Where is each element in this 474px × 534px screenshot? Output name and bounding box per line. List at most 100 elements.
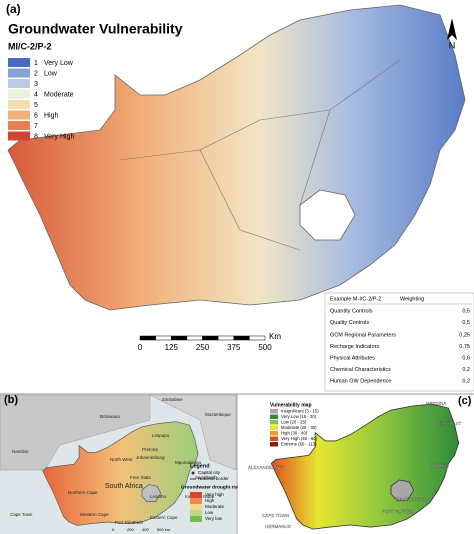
legend-swatch: [270, 431, 278, 436]
table-cell: 0,5: [462, 308, 470, 314]
place-label: Zimbabwe: [162, 397, 183, 402]
legend-label: High: [44, 112, 59, 119]
panel-label: (b): [4, 394, 18, 406]
place-label: Eastern Cape: [150, 515, 178, 520]
table-cell: Recharge Indicators: [330, 344, 379, 350]
place-label: DURBAN: [430, 463, 449, 468]
table-header: Example M-I/C-2/P-2: [330, 296, 381, 302]
place-label: Northern Cape: [68, 490, 98, 495]
legend-number: 1: [34, 60, 38, 67]
legend-title: Legend: [190, 463, 210, 469]
scale-segment: [217, 335, 234, 341]
place-label: Mozambique: [205, 412, 231, 417]
place-label: Western Cape: [80, 512, 109, 517]
legend-label: Very High (40 - 60): [281, 436, 318, 441]
table-cell: 0,75: [459, 344, 470, 350]
north-label: N: [449, 40, 456, 50]
subtitle: MI/C-2/P-2: [8, 41, 52, 51]
capital-symbol: [191, 471, 195, 475]
legend-label: Low: [44, 70, 58, 77]
place-labels: Namibia Botswana Zimbabwe Mozambique Limpopo…: [10, 397, 231, 525]
place-label: NELSPRUIT: [436, 421, 462, 426]
legend-title: Groundwater drought risk: [181, 484, 240, 490]
scale-tick: 400: [142, 527, 149, 532]
legend-label: Very Low: [44, 60, 74, 67]
scale-tick: 200: [127, 527, 134, 532]
legend-swatch: [190, 510, 202, 516]
legend-swatch: [190, 516, 202, 522]
place-label: Free State: [130, 475, 152, 480]
scale-tick: 250: [196, 343, 210, 352]
legend-label: Very High: [44, 133, 74, 140]
table-cell: Human GW Dependence: [330, 378, 391, 384]
scale-segment: [171, 335, 188, 341]
legend-number: 6: [34, 112, 38, 119]
scale-unit: Km: [269, 332, 281, 341]
weight-table: [324, 292, 474, 392]
table-cell: Quality Controls: [330, 320, 369, 326]
scale-segment: [186, 335, 203, 341]
legend-swatch: [190, 504, 202, 510]
table-cell: 0,2: [462, 378, 470, 384]
table: Example M-I/C-2/P-2 Weighting Quantity Con…: [327, 296, 472, 384]
legend: 1 Very Low 2 Low 3 4 Moderate 5 6 High 7 8 Very High: [8, 58, 74, 141]
table-cell: 0,5: [462, 320, 470, 326]
panel-b: (b) Namibia Botswana Zimbabwe Mozambique Lim…: [0, 394, 240, 534]
scale-segment: [139, 335, 156, 341]
place-label: Swaziland: [195, 475, 216, 480]
legend-label: Capital city: [198, 470, 221, 475]
panel-label: (a): [6, 2, 21, 16]
scale-bar: 0 125 250 375 500 Km: [138, 332, 282, 352]
legend-swatch: [8, 121, 30, 130]
legend-swatch: [190, 492, 202, 498]
legend-swatch: [270, 442, 278, 447]
scale-segment: [249, 335, 266, 341]
title: Groundwater Vulnerability: [8, 21, 183, 37]
scale-tick: 375: [227, 343, 241, 352]
legend-swatch: [8, 110, 30, 120]
north-arrow: [447, 18, 457, 40]
province-borders: [119, 59, 401, 251]
place-label: Lesotho: [150, 494, 167, 499]
legend-number: 7: [34, 123, 38, 130]
place-label: Mpumalanga: [175, 460, 202, 465]
place-label: Pretoria: [142, 447, 158, 452]
table-cell: Chemical Characteristics: [330, 367, 391, 373]
scale-tick: 500: [258, 343, 272, 352]
table-cell: Physical Attributes: [330, 355, 375, 361]
scale-tick: 0: [138, 343, 143, 352]
table-cell: GCM Regional Parameters: [330, 332, 396, 338]
legend-label: Very high: [205, 492, 224, 497]
legend-swatch: [8, 79, 30, 88]
place-label: CAPE TOWN: [262, 513, 289, 518]
legend-swatch: [8, 131, 30, 141]
legend-label: Moderate: [44, 91, 74, 98]
legend-swatch: [270, 436, 278, 441]
legend-swatch: [270, 409, 278, 414]
scale-tick: 600 km: [157, 527, 171, 532]
table-cell: Quantity Controls: [330, 308, 373, 314]
legend-swatch: [8, 68, 30, 78]
place-label: Cape Town: [10, 512, 33, 517]
scale-segment: [155, 335, 172, 341]
place-label: HERMANUS: [265, 524, 291, 529]
table-cell: 0,25: [459, 332, 470, 338]
place-label: ALEXANDER BAY: [248, 465, 285, 470]
legend-number: 2: [34, 70, 38, 77]
legend-label: Very low: [205, 516, 223, 521]
legend-number: 5: [34, 102, 38, 109]
place-label: Johannesburg: [136, 455, 165, 460]
legend-number: 4: [34, 91, 38, 98]
legend-swatch: [8, 100, 30, 109]
legend-label: Extreme (60 - 113): [281, 442, 317, 447]
legend-label: High (30 - 40): [281, 431, 308, 436]
place-label: EAST LONDON: [396, 497, 428, 502]
legend-swatch: [8, 58, 30, 67]
place-label: PORT ALFRED: [382, 509, 414, 514]
legend-swatch: [8, 89, 30, 99]
place-label: MESSINA: [426, 401, 446, 406]
panel-label: (c): [458, 395, 472, 407]
legend-label: Very Low (15 - 20): [281, 414, 317, 419]
place-label: Botswana: [100, 414, 120, 419]
